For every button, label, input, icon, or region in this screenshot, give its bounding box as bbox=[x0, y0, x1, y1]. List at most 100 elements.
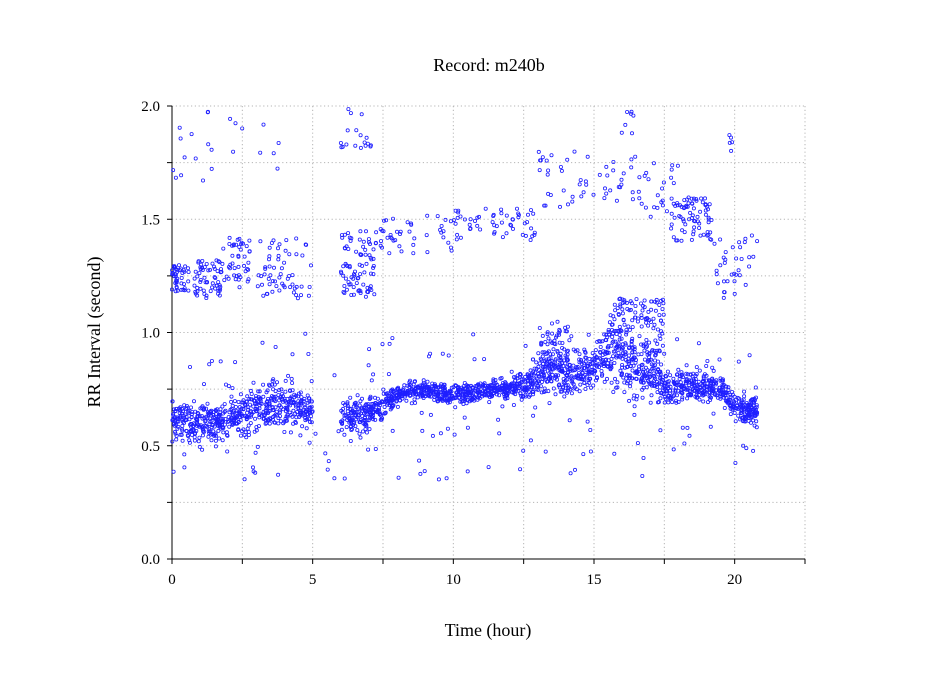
data-point bbox=[267, 421, 272, 426]
data-point bbox=[451, 218, 456, 223]
data-point bbox=[628, 384, 633, 389]
data-point bbox=[537, 379, 542, 384]
data-point bbox=[245, 266, 250, 271]
data-point bbox=[411, 391, 416, 396]
data-point bbox=[707, 390, 712, 395]
data-point bbox=[216, 291, 221, 296]
data-point bbox=[332, 476, 337, 481]
data-point bbox=[354, 409, 359, 414]
data-point bbox=[391, 238, 396, 243]
data-point bbox=[462, 415, 467, 420]
data-point bbox=[230, 253, 235, 258]
data-point bbox=[634, 376, 639, 381]
data-point bbox=[260, 340, 265, 345]
data-point bbox=[207, 427, 212, 432]
data-point bbox=[684, 363, 689, 368]
data-point bbox=[258, 239, 263, 244]
data-point bbox=[443, 217, 448, 222]
data-point bbox=[272, 382, 277, 387]
data-point bbox=[633, 360, 638, 365]
data-point bbox=[230, 403, 235, 408]
data-point bbox=[539, 340, 544, 345]
data-point bbox=[550, 321, 555, 326]
data-point bbox=[687, 433, 692, 438]
data-point bbox=[555, 348, 560, 353]
data-point bbox=[231, 243, 236, 248]
data-point bbox=[207, 431, 212, 436]
data-point bbox=[340, 235, 345, 240]
data-point bbox=[553, 358, 558, 363]
data-point bbox=[294, 284, 299, 289]
data-point bbox=[418, 471, 423, 476]
data-point bbox=[222, 278, 227, 283]
data-point bbox=[644, 385, 649, 390]
data-point bbox=[261, 122, 266, 127]
data-point bbox=[297, 401, 302, 406]
data-point bbox=[282, 285, 287, 290]
data-point bbox=[722, 279, 727, 284]
data-point bbox=[345, 413, 350, 418]
data-point bbox=[500, 383, 505, 388]
data-point bbox=[201, 427, 206, 432]
data-point bbox=[655, 348, 660, 353]
data-point bbox=[645, 350, 650, 355]
data-point bbox=[473, 383, 478, 388]
data-point bbox=[365, 418, 370, 423]
data-point bbox=[694, 386, 699, 391]
data-point bbox=[182, 452, 187, 457]
data-point bbox=[560, 345, 565, 350]
data-point bbox=[637, 175, 642, 180]
y-tick-label: 2.0 bbox=[141, 99, 160, 115]
data-point bbox=[282, 260, 287, 265]
data-point bbox=[246, 423, 251, 428]
data-point bbox=[687, 383, 692, 388]
data-point bbox=[358, 290, 363, 295]
data-point bbox=[288, 395, 293, 400]
data-point bbox=[540, 350, 545, 355]
data-point bbox=[698, 233, 703, 238]
data-point bbox=[653, 299, 658, 304]
data-point bbox=[369, 401, 374, 406]
data-point bbox=[271, 265, 276, 270]
data-point bbox=[581, 452, 586, 457]
data-point bbox=[527, 385, 532, 390]
data-point bbox=[670, 400, 675, 405]
data-point bbox=[353, 402, 358, 407]
data-point bbox=[412, 397, 417, 402]
data-point bbox=[262, 272, 267, 277]
data-point bbox=[619, 328, 624, 333]
data-point bbox=[526, 374, 531, 379]
data-point bbox=[201, 288, 206, 293]
data-point bbox=[609, 380, 614, 385]
data-point bbox=[175, 288, 180, 293]
data-point bbox=[693, 373, 698, 378]
data-point bbox=[696, 382, 701, 387]
data-point bbox=[486, 393, 491, 398]
data-point bbox=[630, 318, 635, 323]
data-point bbox=[532, 232, 537, 237]
data-point bbox=[373, 241, 378, 246]
data-point bbox=[227, 410, 232, 415]
data-point bbox=[590, 371, 595, 376]
data-point bbox=[707, 202, 712, 207]
data-point bbox=[381, 400, 386, 405]
data-point bbox=[619, 130, 624, 135]
data-point bbox=[364, 261, 369, 266]
data-point bbox=[267, 264, 272, 269]
data-point bbox=[732, 279, 737, 284]
data-point bbox=[342, 232, 347, 237]
data-point bbox=[658, 428, 663, 433]
data-point bbox=[689, 196, 694, 201]
data-point bbox=[362, 408, 367, 413]
data-point bbox=[285, 412, 290, 417]
data-point bbox=[686, 380, 691, 385]
data-point bbox=[569, 334, 574, 339]
data-point bbox=[228, 116, 233, 121]
data-point bbox=[634, 369, 639, 374]
data-point bbox=[668, 395, 673, 400]
data-point bbox=[495, 388, 500, 393]
data-point bbox=[394, 229, 399, 234]
data-point bbox=[456, 208, 461, 213]
data-point bbox=[571, 363, 576, 368]
data-point bbox=[625, 306, 630, 311]
